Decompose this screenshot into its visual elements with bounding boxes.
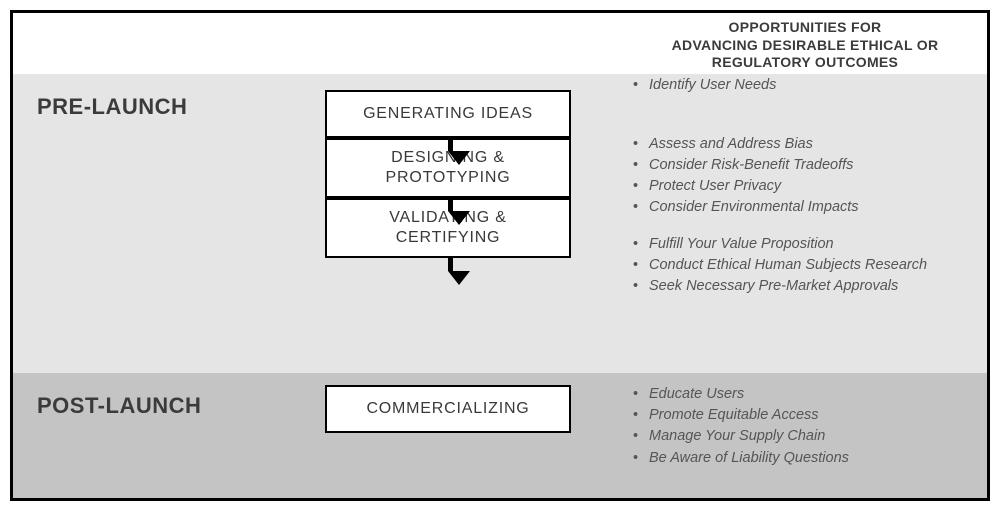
bullet: Identify User Needs <box>631 76 969 95</box>
phase-pre-label-text: PRE-LAUNCH <box>13 74 273 120</box>
phase-label-pre: PRE-LAUNCH <box>13 74 273 374</box>
opportunities-column-post: Educate Users Promote Equitable Access M… <box>623 373 987 498</box>
stage-box-commercializing: COMMERCIALIZING <box>325 385 571 433</box>
bullet: Consider Environmental Impacts <box>631 198 969 217</box>
phase-pre-launch: PRE-LAUNCH GENERATING IDEAS DESIGNING &P… <box>13 74 987 374</box>
opportunities-column-pre: Identify User Needs Assess and Address B… <box>623 74 987 374</box>
header-line-1: OPPORTUNITIES FOR <box>729 19 882 35</box>
bullet: Conduct Ethical Human Subjects Research <box>631 256 969 275</box>
header-title: OPPORTUNITIES FOR ADVANCING DESIRABLE ET… <box>672 19 939 72</box>
header-spacer-left <box>13 13 273 74</box>
header-title-cell: OPPORTUNITIES FOR ADVANCING DESIRABLE ET… <box>623 13 987 74</box>
stage-box-generating-ideas: GENERATING IDEAS <box>325 90 571 138</box>
header-line-2: ADVANCING DESIRABLE ETHICAL OR <box>672 37 939 53</box>
bullet: Be Aware of Liability Questions <box>631 449 969 468</box>
phase-post-label-text: POST-LAUNCH <box>13 373 273 419</box>
opps-list-commercializing: Educate Users Promote Equitable Access M… <box>623 385 987 468</box>
header-spacer-mid <box>273 13 623 74</box>
phase-label-post: POST-LAUNCH <box>13 373 273 498</box>
bullet: Fulfill Your Value Proposition <box>631 235 969 254</box>
header-line-3: REGULATORY OUTCOMES <box>712 54 898 70</box>
opps-list-validating-certifying: Fulfill Your Value Proposition Conduct E… <box>623 235 987 296</box>
stages-column-post: COMMERCIALIZING <box>273 373 623 498</box>
stages-column-pre: GENERATING IDEAS DESIGNING &PROTOTYPING … <box>273 74 623 374</box>
opps-list-designing-prototyping: Assess and Address Bias Consider Risk-Be… <box>623 135 987 218</box>
bullet: Promote Equitable Access <box>631 406 969 425</box>
bullet: Educate Users <box>631 385 969 404</box>
diagram-root: OPPORTUNITIES FOR ADVANCING DESIRABLE ET… <box>0 0 1000 511</box>
bullet: Consider Risk-Benefit Tradeoffs <box>631 156 969 175</box>
phase-post-launch: POST-LAUNCH COMMERCIALIZING Educate User… <box>13 373 987 498</box>
bullet: Manage Your Supply Chain <box>631 427 969 446</box>
opps-list-generating-ideas: Identify User Needs <box>623 76 987 95</box>
header-row: OPPORTUNITIES FOR ADVANCING DESIRABLE ET… <box>13 13 987 74</box>
diagram-frame: OPPORTUNITIES FOR ADVANCING DESIRABLE ET… <box>10 10 990 501</box>
bullet: Protect User Privacy <box>631 177 969 196</box>
bullet: Assess and Address Bias <box>631 135 969 154</box>
bullet: Seek Necessary Pre-Market Approvals <box>631 277 969 296</box>
